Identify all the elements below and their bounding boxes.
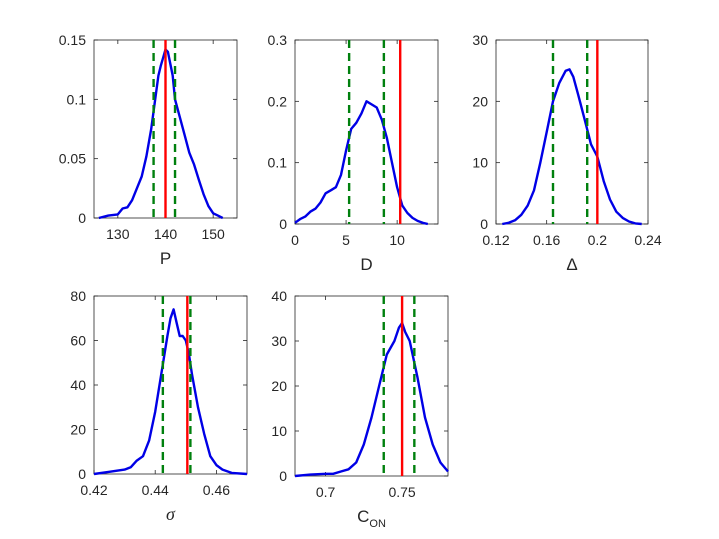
y-tick-label: 0.15 [59, 32, 86, 48]
density-curve [294, 321, 449, 478]
x-tick-label: 5 [342, 232, 350, 248]
x-axis-label: Δ [566, 255, 577, 274]
x-tick-label: 10 [389, 232, 405, 248]
y-tick-label: 0 [480, 216, 488, 232]
y-tick-label: 0.1 [268, 155, 288, 171]
x-tick-label: 0.46 [203, 482, 230, 498]
density-curve [502, 68, 642, 226]
y-tick-label: 0 [279, 468, 287, 484]
x-axis-label: CON [357, 507, 386, 530]
y-tick-label: 20 [472, 93, 488, 109]
y-tick-label: 0.1 [67, 91, 87, 107]
x-tick-label: 0.44 [142, 482, 169, 498]
panel-Delta: 0 10 20 30 0.12 0.16 0.2 0.24 Δ [472, 32, 661, 274]
x-tick-label: 150 [201, 226, 225, 242]
x-tick-label: 0.24 [634, 232, 661, 248]
y-tick-label: 40 [271, 288, 287, 304]
y-tick-label: 0 [78, 466, 86, 482]
y-tick-label: 40 [70, 377, 86, 393]
x-axis-label: σ [166, 504, 176, 524]
y-tick-label: 10 [472, 155, 488, 171]
y-tick-label: 10 [271, 423, 287, 439]
y-tick-label: 20 [70, 422, 86, 438]
x-tick-label: 0.7 [316, 484, 336, 500]
panel-sigma: 0 20 40 60 80 0.42 0.44 0.46 σ [70, 288, 248, 524]
axes-frame [294, 295, 449, 477]
x-tick-label: 0.2 [588, 232, 608, 248]
x-tick-label: 0 [291, 232, 299, 248]
x-axis-label: P [160, 249, 171, 268]
density-curve [93, 308, 248, 476]
axes-frame [495, 39, 649, 225]
y-tick-label: 0 [78, 210, 86, 226]
x-tick-label: 140 [154, 226, 178, 242]
density-curve [98, 48, 224, 220]
x-tick-label: 0.75 [388, 484, 415, 500]
x-tick-label: 0.12 [482, 232, 509, 248]
panel-D: 0 0.1 0.2 0.3 0 5 10 D [268, 32, 439, 274]
y-tick-label: 20 [271, 378, 287, 394]
panel-P: 0 0.05 0.1 0.15 130 140 150 P [59, 32, 238, 268]
y-tick-label: 80 [70, 288, 86, 304]
y-tick-label: 0.2 [268, 93, 288, 109]
y-tick-label: 0.3 [268, 32, 288, 48]
axes-frame [294, 39, 439, 225]
density-curve [294, 100, 429, 226]
y-tick-label: 30 [472, 32, 488, 48]
x-tick-label: 130 [106, 226, 130, 242]
y-tick-label: 0.05 [59, 151, 86, 167]
y-tick-label: 0 [279, 216, 287, 232]
y-tick-label: 30 [271, 333, 287, 349]
y-tick-label: 60 [70, 333, 86, 349]
x-axis-label: D [360, 255, 372, 274]
x-tick-label: 0.16 [533, 232, 560, 248]
x-tick-label: 0.42 [80, 482, 107, 498]
